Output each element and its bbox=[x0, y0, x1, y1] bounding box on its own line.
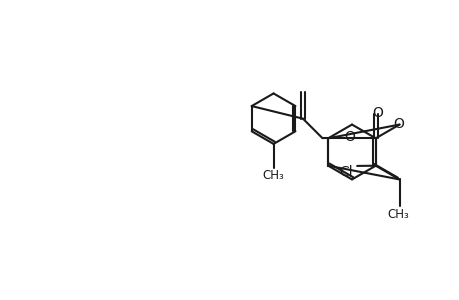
Text: CH₃: CH₃ bbox=[387, 208, 409, 220]
Text: CH₃: CH₃ bbox=[262, 169, 284, 182]
Text: O: O bbox=[344, 130, 355, 144]
Text: O: O bbox=[392, 117, 403, 130]
Text: Cl: Cl bbox=[339, 165, 352, 179]
Text: O: O bbox=[371, 106, 382, 121]
